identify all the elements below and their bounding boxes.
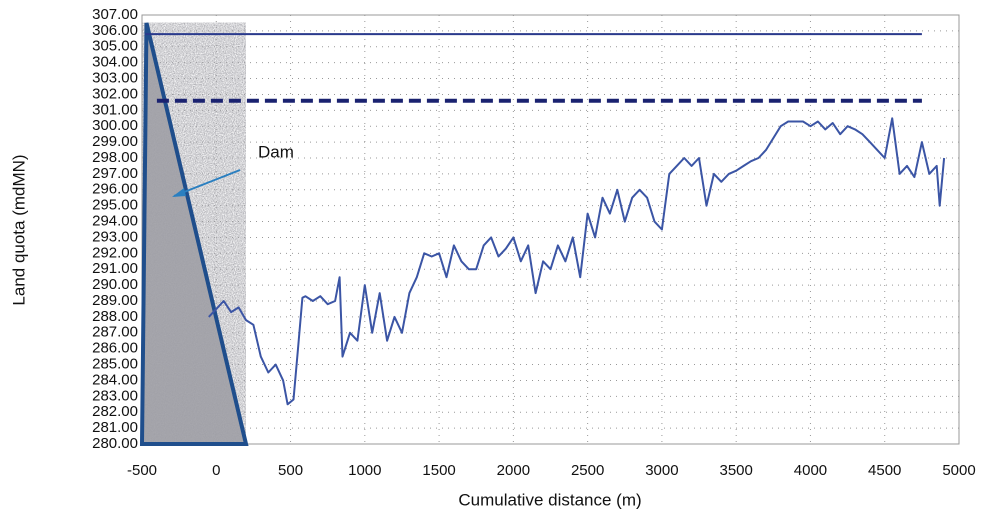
x-tick-label: 3500 [719, 462, 752, 479]
y-tick-label: 290.00 [92, 276, 138, 293]
x-axis-title: Cumulative distance (m) [458, 490, 641, 509]
y-tick-label: 285.00 [92, 356, 138, 373]
y-tick-label: 284.00 [92, 371, 138, 388]
x-tick-label: 3000 [645, 462, 678, 479]
x-tick-label: 2500 [571, 462, 604, 479]
x-tick-label: 5000 [942, 462, 975, 479]
annotation: Dam [258, 142, 294, 161]
y-tick-label: 287.00 [92, 324, 138, 341]
y-tick-label: 300.00 [92, 117, 138, 134]
x-tick-label: 2000 [497, 462, 530, 479]
y-tick-label: 301.00 [92, 101, 138, 118]
y-tick-label: 292.00 [92, 244, 138, 261]
x-tick-label: 500 [278, 462, 303, 479]
y-tick-label: 294.00 [92, 213, 138, 230]
y-tick-label: 296.00 [92, 181, 138, 198]
y-tick-label: 297.00 [92, 165, 138, 182]
line [209, 118, 944, 404]
y-tick-label: 289.00 [92, 292, 138, 309]
plot-frame [142, 15, 959, 444]
y-tick-label: 303.00 [92, 70, 138, 87]
y-tick-label: 291.00 [92, 260, 138, 277]
y-tick-label: 281.00 [92, 419, 138, 436]
y-tick-label: 293.00 [92, 228, 138, 245]
y-tick-label: 282.00 [92, 403, 138, 420]
x-tick-label: 4000 [794, 462, 827, 479]
chart: Dam Cumulative distance (m) Land quota (… [0, 0, 996, 517]
y-tick-label: 304.00 [92, 54, 138, 71]
x-tick-label: 0 [212, 462, 220, 479]
x-tick-label: 1000 [348, 462, 381, 479]
x-tick-label: 4500 [868, 462, 901, 479]
y-tick-label: 286.00 [92, 340, 138, 357]
y-axis-title: Land quota (mdMN) [9, 154, 28, 305]
y-tick-label: 283.00 [92, 387, 138, 404]
y-tick-label: 295.00 [92, 197, 138, 214]
x-tick-label: -500 [127, 462, 157, 479]
y-tick-label: 299.00 [92, 133, 138, 150]
y-tick-label: 298.00 [92, 149, 138, 166]
y-tick-label: 307.00 [92, 6, 138, 23]
y-tick-label: 305.00 [92, 38, 138, 55]
y-tick-label: 302.00 [92, 85, 138, 102]
y-tick-label: 288.00 [92, 308, 138, 325]
x-tick-label: 1500 [422, 462, 455, 479]
y-tick-label: 306.00 [92, 22, 138, 39]
y-tick-label: 280.00 [92, 435, 138, 452]
